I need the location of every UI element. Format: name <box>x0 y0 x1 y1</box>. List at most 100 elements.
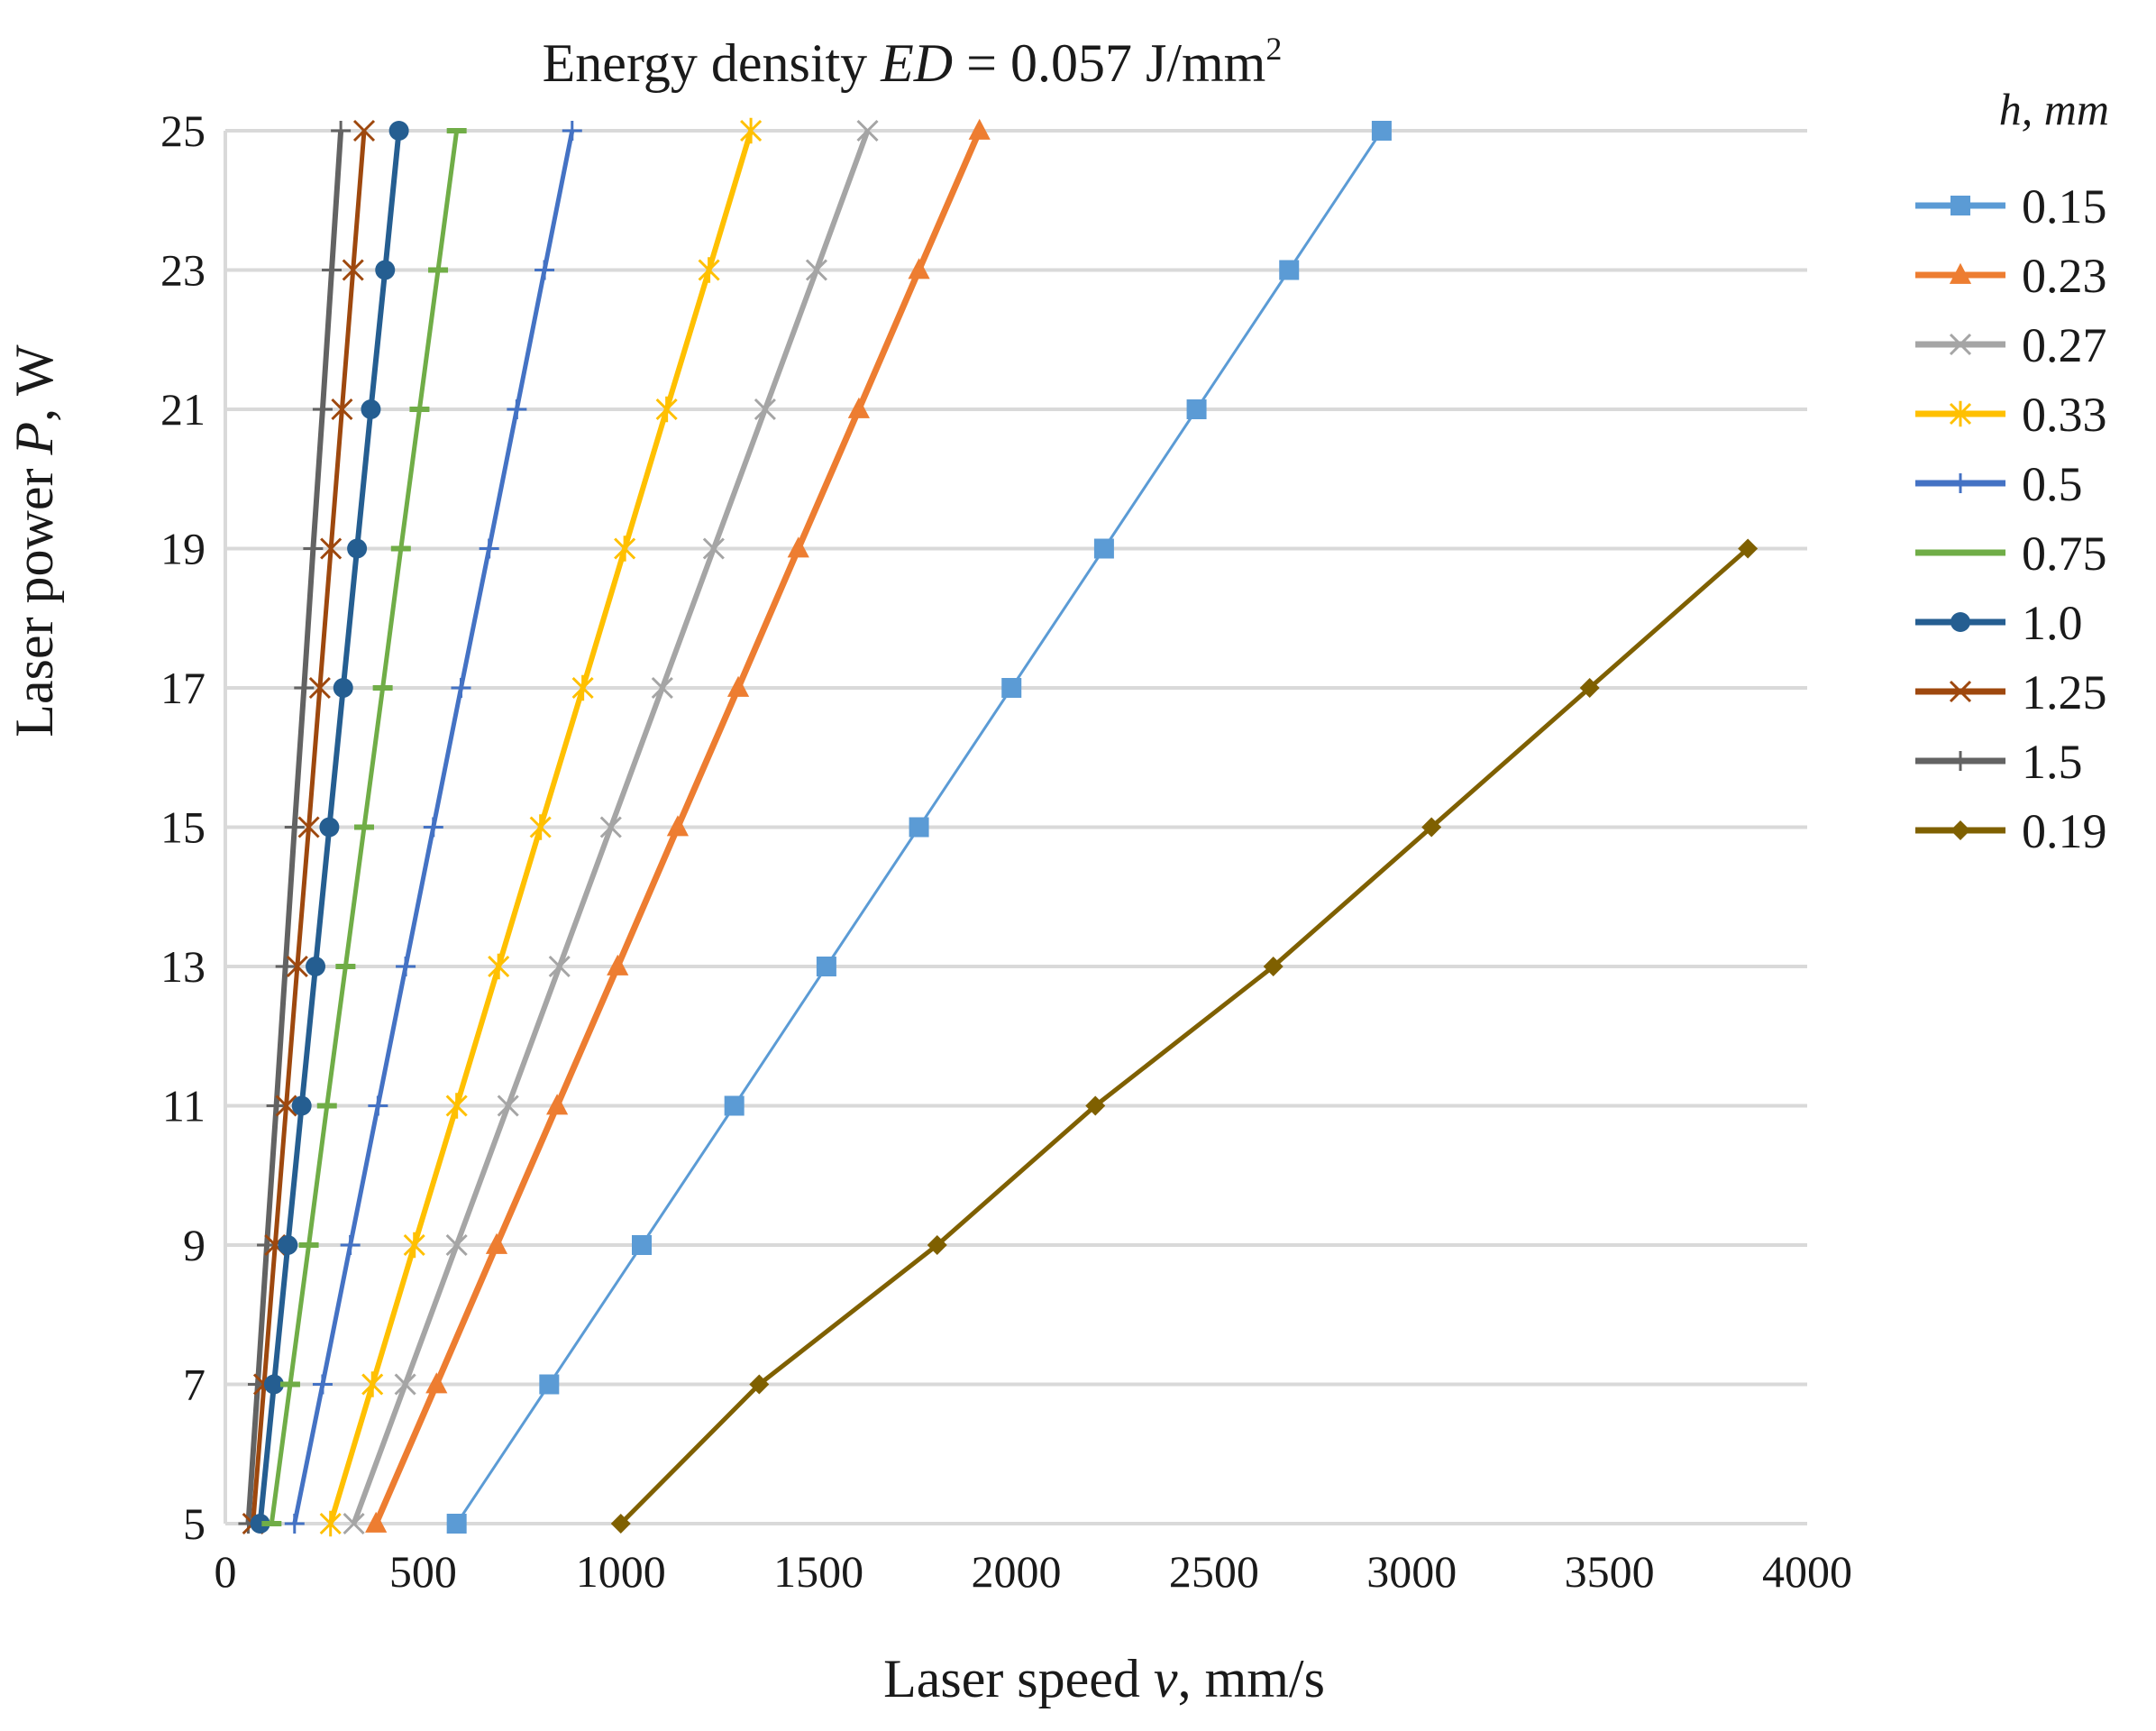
data-point-0.27 <box>651 676 673 700</box>
legend-title: h, mm <box>1999 84 2109 134</box>
data-point-1.0 <box>291 1095 312 1116</box>
data-point-0.23 <box>847 397 870 418</box>
data-point-0.33 <box>571 674 594 701</box>
data-point-0.75 <box>372 685 393 691</box>
data-point-1.25 <box>297 816 320 838</box>
data-point-0.33 <box>614 536 636 562</box>
x-tick-label: 4000 <box>1762 1546 1852 1597</box>
data-point-0.33 <box>319 1510 342 1537</box>
y-tick-label: 17 <box>160 663 206 713</box>
data-point-0.33 <box>655 396 678 423</box>
data-point-0.5 <box>396 957 416 976</box>
data-point-1.25 <box>286 955 308 978</box>
data-point-1.0 <box>375 260 396 280</box>
series-1.0 <box>250 121 409 1534</box>
legend-label: 0.75 <box>2022 527 2107 581</box>
data-point-0.27 <box>497 1094 519 1117</box>
data-point-0.5 <box>562 121 582 141</box>
y-tick-label: 19 <box>160 524 206 574</box>
data-point-1.5 <box>312 399 333 419</box>
data-point-0.23 <box>425 1372 448 1394</box>
data-point-1.0 <box>347 538 368 559</box>
data-point-0.15 <box>816 957 836 976</box>
legend-label: 0.19 <box>2022 804 2107 858</box>
legend-marker <box>1949 400 1972 427</box>
data-point-0.15 <box>724 1095 745 1116</box>
data-point-0.75 <box>409 407 430 412</box>
y-tick-label: 9 <box>183 1220 206 1270</box>
data-point-0.27 <box>754 398 776 421</box>
data-point-1.0 <box>250 1514 270 1534</box>
data-point-0.33 <box>403 1232 425 1259</box>
legend-entry-0.15: 0.15 <box>1915 179 2107 234</box>
series-0.33 <box>319 117 763 1537</box>
data-point-0.15 <box>909 817 929 838</box>
data-point-0.33 <box>698 257 720 283</box>
legend-label: 1.5 <box>2022 735 2083 789</box>
y-tick-label: 13 <box>160 941 206 992</box>
data-point-1.5 <box>284 817 305 838</box>
data-point-0.75 <box>390 545 411 552</box>
data-point-0.23 <box>908 258 930 279</box>
legend-entry-0.23: 0.23 <box>1915 249 2107 303</box>
data-point-0.15 <box>539 1374 560 1395</box>
data-point-0.5 <box>507 399 527 419</box>
legend: h, mm 0.15 0.23 0.27 0.33 0.5 0.75 1.0 1.25 1.5 0… <box>1915 84 2109 858</box>
legend-entry-0.27: 0.27 <box>1915 318 2107 372</box>
series-0.5 <box>284 121 582 1534</box>
data-point-0.5 <box>534 260 555 280</box>
legend-label: 1.0 <box>2022 596 2083 650</box>
y-tick-label: 5 <box>183 1498 206 1549</box>
data-point-0.27 <box>445 1233 468 1257</box>
y-tick-label: 23 <box>160 245 206 296</box>
y-tick-label: 7 <box>183 1360 206 1410</box>
data-point-0.23 <box>485 1232 508 1254</box>
data-point-1.0 <box>388 121 409 141</box>
legend-label: 0.5 <box>2022 457 2083 511</box>
x-tick-label: 3000 <box>1366 1546 1457 1597</box>
data-point-0.19 <box>1421 817 1442 838</box>
data-point-0.33 <box>529 814 552 840</box>
data-point-1.5 <box>331 121 352 141</box>
data-point-0.15 <box>1186 399 1207 419</box>
data-point-0.15 <box>446 1514 467 1534</box>
legend-entry-1.0: 1.0 <box>1915 596 2083 650</box>
legend-label: 1.25 <box>2022 665 2107 719</box>
data-point-0.15 <box>1279 260 1300 280</box>
data-point-0.15 <box>1371 121 1392 141</box>
y-tick-label: 15 <box>160 802 206 853</box>
data-point-0.75 <box>298 1242 319 1248</box>
data-point-1.0 <box>278 1235 298 1255</box>
data-point-1.5 <box>303 538 324 559</box>
y-axis-label-symbol: P <box>5 422 64 456</box>
data-point-1.25 <box>352 119 376 142</box>
legend-marker <box>1950 550 1970 555</box>
data-point-0.5 <box>368 1095 388 1116</box>
data-point-0.27 <box>343 1512 365 1535</box>
data-point-0.15 <box>1001 678 1022 698</box>
data-point-1.25 <box>275 1094 297 1117</box>
data-point-0.5 <box>312 1374 333 1395</box>
data-point-0.33 <box>740 117 763 144</box>
data-point-0.19 <box>1085 1095 1106 1116</box>
y-tick-label: 11 <box>162 1081 206 1131</box>
data-point-0.23 <box>365 1511 388 1533</box>
data-point-1.0 <box>263 1374 284 1395</box>
series-0.19 <box>610 538 1759 1534</box>
series-line-0.19 <box>618 546 1749 1525</box>
legend-marker <box>1949 262 1972 284</box>
data-point-0.27 <box>805 259 827 281</box>
x-tick-label: 500 <box>389 1546 457 1597</box>
series-0.27 <box>343 119 879 1535</box>
data-point-0.19 <box>927 1235 947 1255</box>
y-axis-label: Laser power P, W <box>5 344 64 737</box>
data-point-0.5 <box>479 538 499 559</box>
x-axis-label-symbol: v <box>1154 1649 1178 1708</box>
data-point-0.75 <box>354 824 375 830</box>
legend-label: 0.23 <box>2022 249 2107 303</box>
x-tick-label: 3500 <box>1565 1546 1655 1597</box>
data-point-0.27 <box>599 816 622 838</box>
data-point-0.5 <box>340 1235 361 1255</box>
series-0.15 <box>446 121 1392 1534</box>
